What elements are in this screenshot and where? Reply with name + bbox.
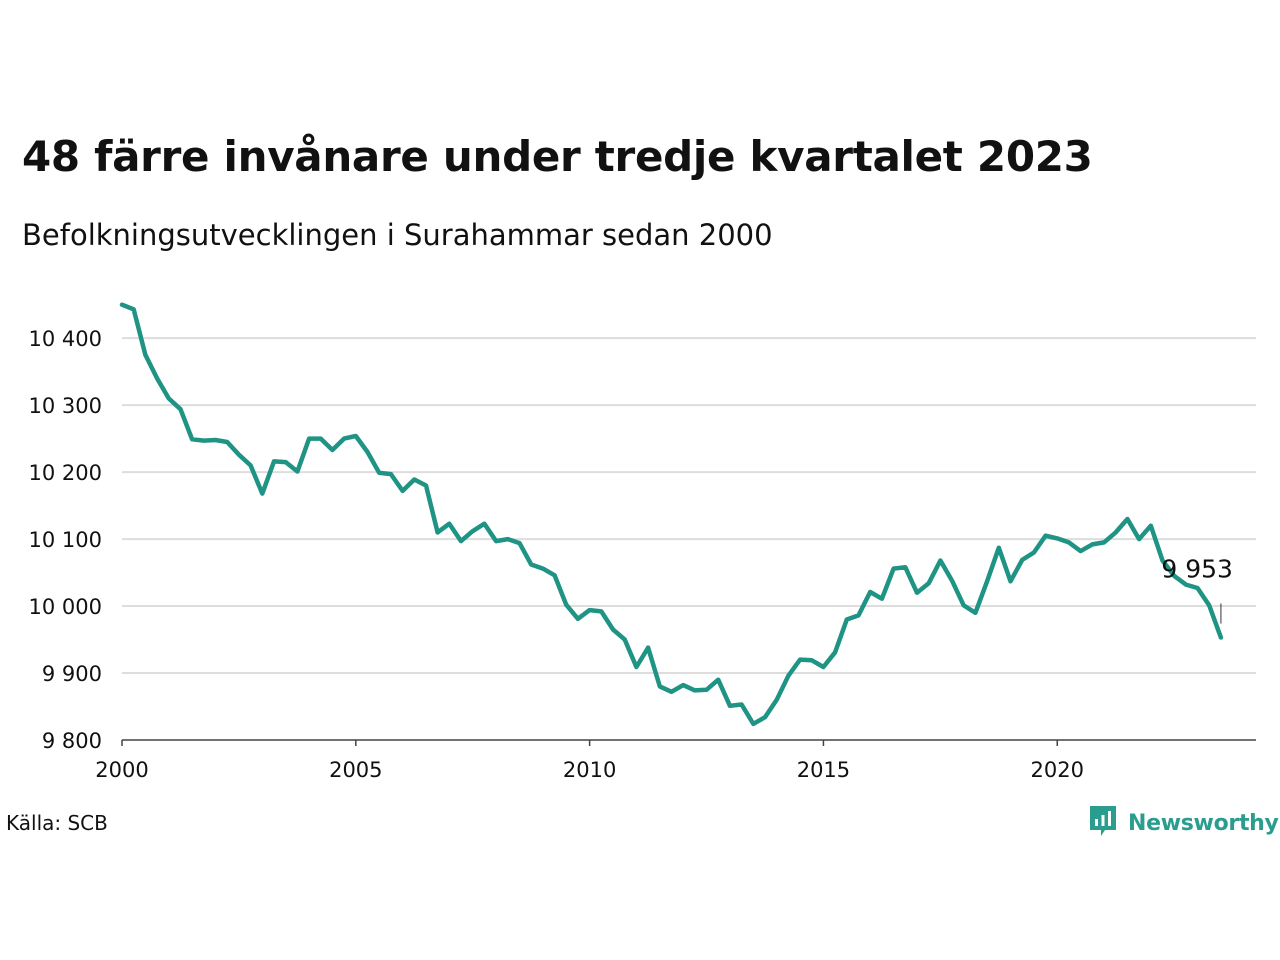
y-tick-label: 9 800 <box>42 729 102 753</box>
last-value-annotation: 9 953 <box>1161 555 1233 624</box>
brand-name: Newsworthy <box>1128 810 1279 836</box>
x-tick-label: 2020 <box>1031 758 1084 782</box>
chart-title: 48 färre invånare under tredje kvartalet… <box>22 132 1093 181</box>
x-tick-label: 2005 <box>329 758 382 782</box>
series-line <box>119 302 1224 727</box>
series-line-layer <box>119 302 1224 727</box>
y-tick-label: 10 100 <box>29 528 102 552</box>
x-tick-label: 2000 <box>95 758 148 782</box>
y-tick-label: 9 900 <box>42 662 102 686</box>
y-tick-label: 10 400 <box>29 327 102 351</box>
brand-logo: Newsworthy <box>1088 804 1279 842</box>
y-tick-label: 10 000 <box>29 595 102 619</box>
chart-subtitle: Befolkningsutvecklingen i Surahammar sed… <box>22 218 773 252</box>
source-label: Källa: SCB <box>6 811 108 835</box>
gridlines <box>122 337 1256 741</box>
bar-chart-logo-icon <box>1088 804 1118 842</box>
x-tick-label: 2010 <box>563 758 616 782</box>
y-axis-labels: 9 800 9 900 10 000 10 100 10 200 10 300 10 400 <box>29 327 102 753</box>
x-tick-label: 2015 <box>797 758 850 782</box>
y-tick-label: 10 200 <box>29 461 102 485</box>
annotation-label: 9 953 <box>1161 555 1233 584</box>
x-axis: 2000 2005 2010 2015 2020 <box>95 740 1084 782</box>
y-tick-label: 10 300 <box>29 394 102 418</box>
